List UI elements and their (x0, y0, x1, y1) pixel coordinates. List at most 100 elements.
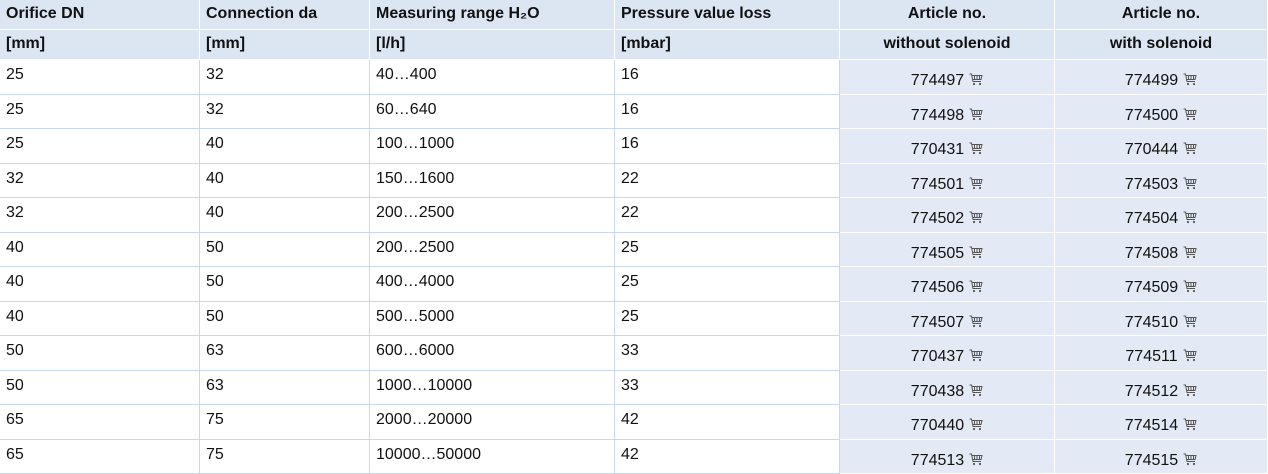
article-cell[interactable]: 770437 (840, 336, 1055, 371)
cell-text: 1000…10000 (376, 376, 473, 394)
cell-text[interactable]: 770438 (910, 382, 965, 400)
cell-text[interactable]: 770437 (910, 348, 965, 365)
cart-icon[interactable] (969, 280, 983, 293)
cell-text[interactable]: 774499 (1124, 72, 1179, 89)
cell-text: 200…2500 (376, 204, 455, 221)
data-cell: 2000…20000 (370, 405, 615, 440)
cell-text[interactable]: 774498 (910, 106, 965, 124)
cart-icon[interactable] (1183, 177, 1197, 190)
article-cell[interactable]: 774506 (840, 267, 1055, 302)
data-cell: 600…6000 (370, 336, 615, 371)
cell-text: 22 (621, 204, 639, 221)
cell-text: Orifice DN (6, 5, 85, 22)
article-cell[interactable]: 774500 (1055, 94, 1268, 129)
cart-icon[interactable] (969, 142, 983, 155)
article-cell[interactable]: 770440 (840, 405, 1055, 440)
cart-icon[interactable] (969, 384, 983, 397)
cart-icon[interactable] (1183, 108, 1197, 121)
cell-text: 16 (621, 135, 639, 152)
cell-text[interactable]: 774511 (1125, 348, 1178, 365)
cell-text: 16 (621, 100, 639, 118)
cell-text[interactable]: 774513 (910, 451, 965, 469)
article-cell[interactable]: 774510 (1055, 301, 1268, 336)
cart-icon[interactable] (969, 315, 983, 328)
cell-text[interactable]: 774497 (910, 72, 965, 89)
cell-text[interactable]: 774510 (1124, 313, 1179, 331)
header-cell: Measuring range H₂O (370, 0, 615, 30)
article-cell[interactable]: 774512 (1055, 370, 1268, 405)
cell-text: Pressure value loss (621, 5, 772, 22)
article-cell[interactable]: 774503 (1055, 163, 1268, 198)
cart-icon[interactable] (1183, 453, 1197, 466)
data-cell: 25 (615, 267, 840, 302)
cell-text[interactable]: 774502 (910, 210, 965, 227)
data-cell: 33 (615, 370, 840, 405)
cart-icon[interactable] (1183, 211, 1197, 224)
cart-icon[interactable] (969, 73, 983, 86)
cart-icon[interactable] (1183, 246, 1197, 259)
cell-text[interactable]: 774503 (1124, 175, 1179, 193)
article-cell[interactable]: 774507 (840, 301, 1055, 336)
article-cell[interactable]: 774501 (840, 163, 1055, 198)
cell-text[interactable]: 770440 (910, 417, 965, 434)
article-cell[interactable]: 774515 (1055, 439, 1268, 474)
cell-text: 42 (621, 445, 639, 463)
cell-text: 40…400 (376, 66, 437, 83)
cell-text: 75 (206, 445, 224, 463)
article-cell[interactable]: 774502 (840, 198, 1055, 233)
cell-text: 50 (206, 273, 224, 290)
cart-icon[interactable] (1183, 349, 1197, 362)
cell-text: Article no. (1121, 5, 1201, 22)
cell-text: 50 (6, 376, 24, 394)
cell-text: 32 (206, 66, 224, 83)
cell-text[interactable]: 774501 (910, 175, 965, 193)
cart-icon[interactable] (1183, 73, 1197, 86)
data-cell: 100…1000 (370, 129, 615, 164)
cell-text: 40 (6, 273, 24, 290)
article-cell[interactable]: 774497 (840, 60, 1055, 95)
article-cell[interactable]: 774504 (1055, 198, 1268, 233)
article-cell[interactable]: 774508 (1055, 232, 1268, 267)
article-cell[interactable]: 770431 (840, 129, 1055, 164)
cart-icon[interactable] (1183, 142, 1197, 155)
cart-icon[interactable] (969, 211, 983, 224)
data-cell: 40 (200, 198, 370, 233)
cart-icon[interactable] (969, 108, 983, 121)
article-cell[interactable]: 774498 (840, 94, 1055, 129)
cell-text[interactable]: 774515 (1124, 451, 1179, 469)
cart-icon[interactable] (969, 349, 983, 362)
cell-text[interactable]: 774505 (910, 244, 965, 262)
article-cell[interactable]: 774499 (1055, 60, 1268, 95)
cell-text[interactable]: 774514 (1124, 417, 1179, 434)
article-cell[interactable]: 774509 (1055, 267, 1268, 302)
cell-text[interactable]: 774504 (1124, 210, 1179, 227)
cell-text[interactable]: 774507 (910, 313, 965, 331)
article-cell[interactable]: 774513 (840, 439, 1055, 474)
cart-icon[interactable] (1183, 418, 1197, 431)
cart-icon[interactable] (969, 246, 983, 259)
data-cell: 400…4000 (370, 267, 615, 302)
cart-icon[interactable] (1183, 384, 1197, 397)
article-cell[interactable]: 770444 (1055, 129, 1268, 164)
article-cell[interactable]: 774505 (840, 232, 1055, 267)
cell-text[interactable]: 774512 (1124, 382, 1179, 400)
cell-text[interactable]: 774508 (1124, 244, 1179, 262)
cell-text[interactable]: 774500 (1124, 106, 1179, 124)
article-cell[interactable]: 774514 (1055, 405, 1268, 440)
header-cell: [mm] (0, 30, 200, 60)
cell-text: Measuring range H₂O (376, 5, 540, 22)
cell-text: [l/h] (376, 35, 406, 52)
article-cell[interactable]: 774511 (1055, 336, 1268, 371)
cart-icon[interactable] (1183, 315, 1197, 328)
data-cell: 40 (0, 267, 200, 302)
cell-text[interactable]: 774509 (1124, 279, 1179, 296)
cart-icon[interactable] (969, 418, 983, 431)
cell-text[interactable]: 770431 (910, 141, 965, 158)
cell-text[interactable]: 774506 (910, 279, 965, 296)
cell-text[interactable]: 770444 (1124, 141, 1179, 158)
cart-icon[interactable] (969, 177, 983, 190)
data-cell: 40 (200, 129, 370, 164)
article-cell[interactable]: 770438 (840, 370, 1055, 405)
cart-icon[interactable] (969, 453, 983, 466)
cart-icon[interactable] (1183, 280, 1197, 293)
